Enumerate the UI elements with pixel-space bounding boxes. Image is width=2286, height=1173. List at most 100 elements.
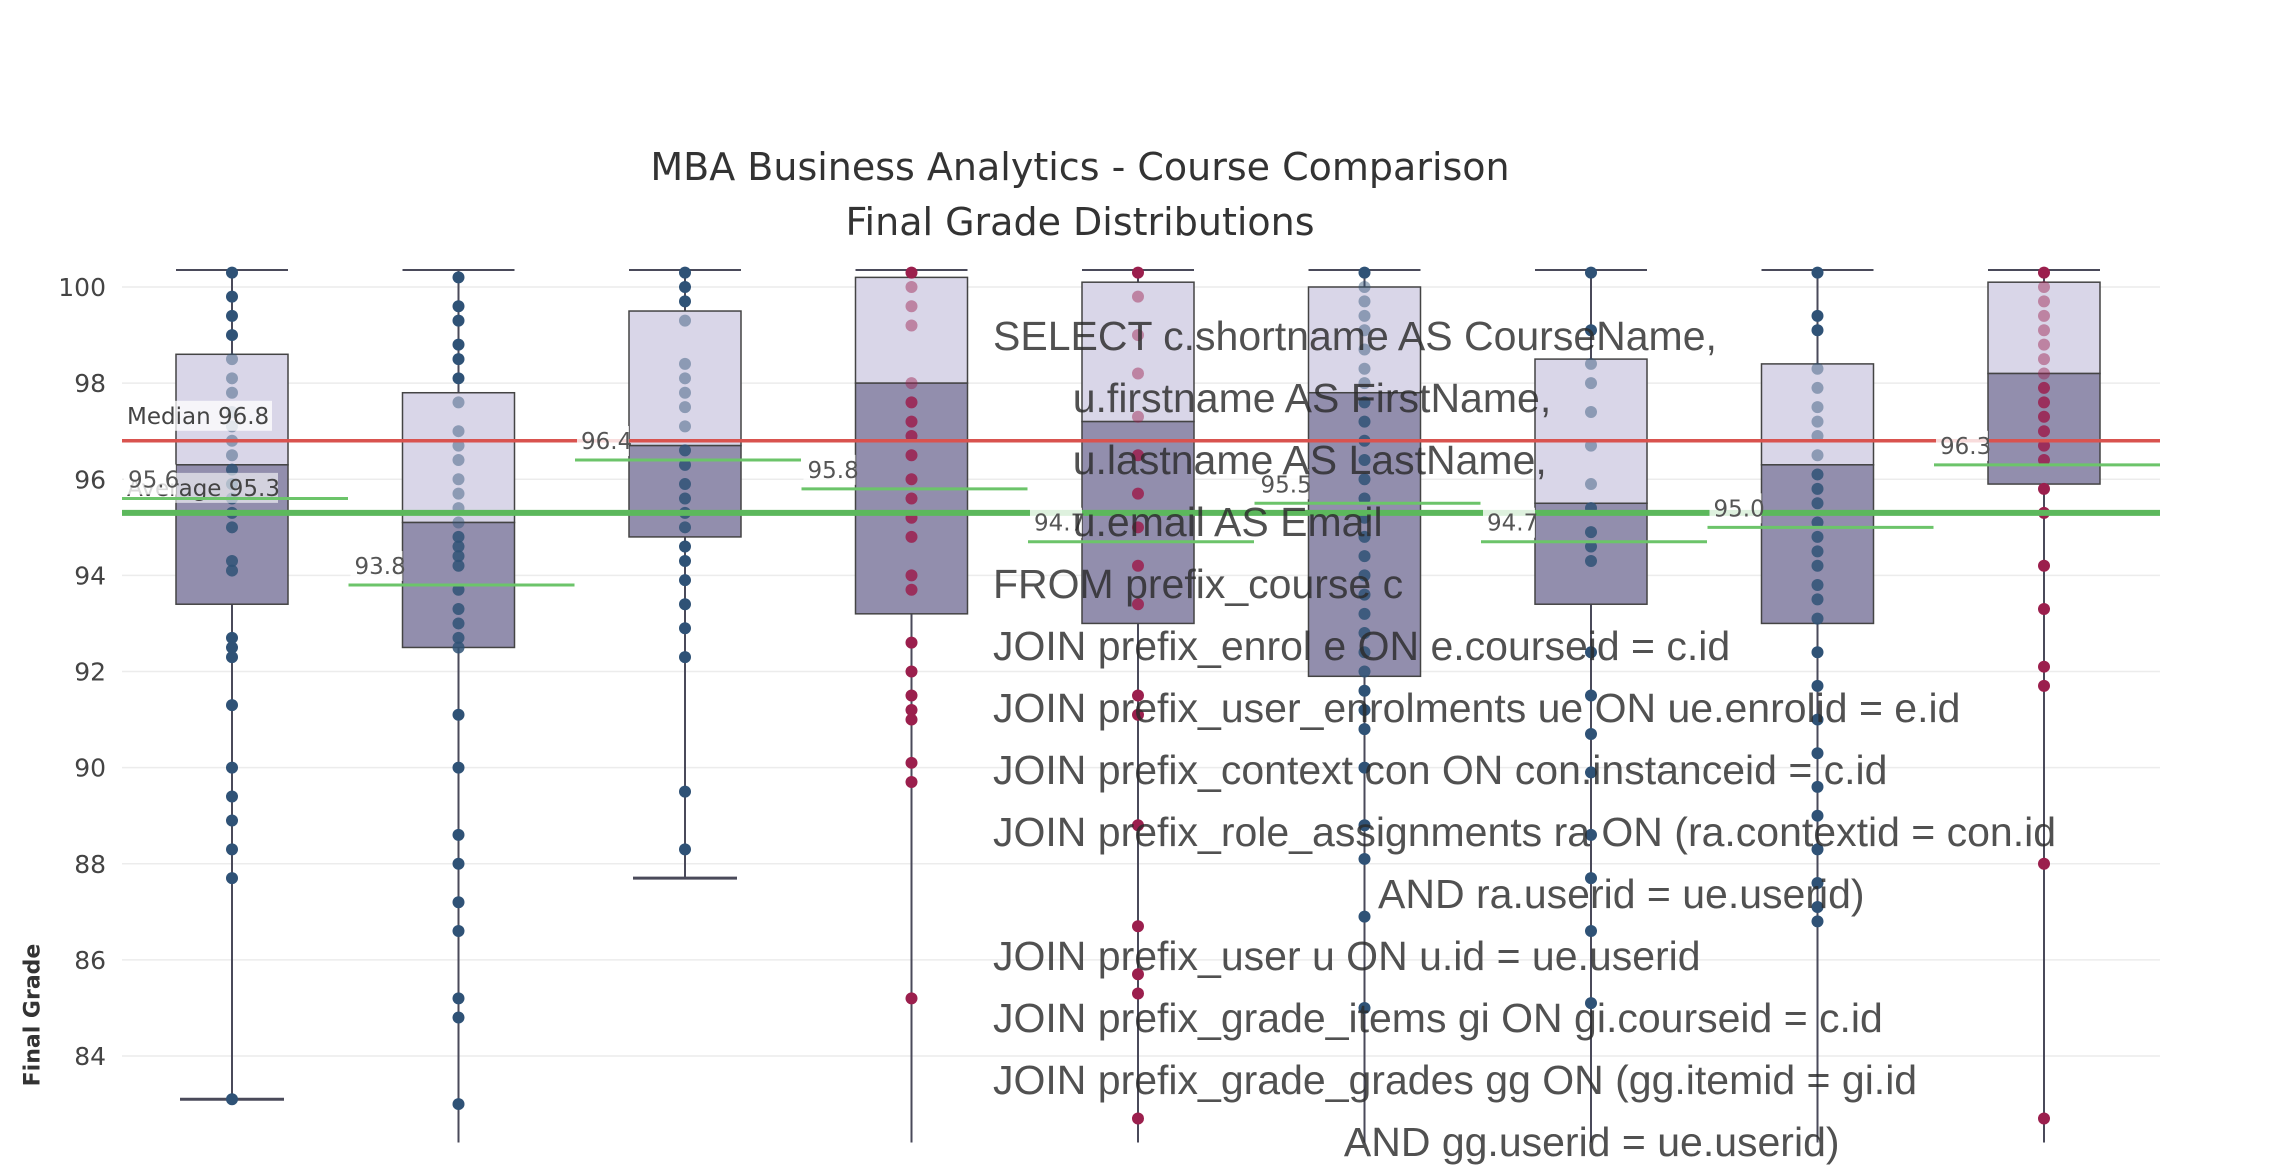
y-tick-label: 96 <box>74 465 106 494</box>
data-point <box>1358 266 1371 279</box>
y-axis-label: Final Grade <box>20 943 46 1087</box>
data-point <box>1585 357 1597 370</box>
course-mean-label: 95.6 <box>124 464 179 495</box>
data-point <box>2038 1112 2050 1125</box>
data-point <box>1358 684 1371 697</box>
box-upper <box>1307 286 1422 394</box>
course-box-4 <box>854 266 969 1143</box>
y-tick-label: 92 <box>74 658 106 687</box>
mean-label-text: 95.0 <box>1714 496 1765 522</box>
data-point <box>2038 559 2050 572</box>
mean-label-bg <box>124 464 176 495</box>
course-box-5 <box>1081 266 1195 1143</box>
data-point <box>1358 1001 1371 1014</box>
data-point <box>452 314 465 327</box>
data-point <box>1585 439 1597 452</box>
data-point <box>1358 569 1371 582</box>
data-point <box>1132 819 1144 832</box>
data-point <box>452 516 465 529</box>
data-point <box>1132 689 1144 702</box>
data-point <box>226 329 238 342</box>
data-point <box>1132 329 1144 342</box>
mean-label-text: 96.3 <box>1940 434 1991 460</box>
mean-label-bg <box>803 454 856 485</box>
data-point <box>1358 473 1371 486</box>
data-point <box>1132 559 1144 572</box>
data-point <box>2038 381 2050 394</box>
data-point <box>1358 396 1371 409</box>
data-point <box>1585 689 1597 702</box>
data-point <box>1132 708 1144 721</box>
data-point <box>1358 665 1371 678</box>
data-point <box>1811 468 1824 481</box>
data-point <box>1585 646 1597 659</box>
mean-label-text: 95.5 <box>1261 472 1312 498</box>
data-point <box>679 357 691 370</box>
data-point <box>452 439 465 452</box>
data-point <box>226 449 238 462</box>
data-point <box>1358 362 1371 375</box>
mean-label-bg <box>1709 493 1762 524</box>
median-label-bg <box>124 400 272 431</box>
course-boxes <box>175 266 2101 1143</box>
data-point <box>1811 482 1824 495</box>
data-point <box>226 266 238 279</box>
course-mean-label: 96.4 <box>577 426 632 457</box>
data-point <box>452 425 465 438</box>
data-point <box>2038 425 2050 438</box>
data-point <box>1811 545 1824 558</box>
data-point <box>1811 559 1824 572</box>
data-point <box>2038 482 2050 495</box>
data-point <box>2038 324 2050 337</box>
data-point <box>226 521 238 534</box>
data-point <box>1358 343 1371 356</box>
data-point <box>1132 487 1144 500</box>
data-point <box>1811 612 1824 625</box>
data-point <box>452 708 465 721</box>
data-point <box>226 814 238 827</box>
data-point <box>1811 530 1824 543</box>
data-point <box>452 271 465 284</box>
data-point <box>905 569 918 582</box>
mean-label-bg <box>1936 430 1988 461</box>
data-point <box>2038 338 2050 351</box>
data-point <box>1358 761 1371 774</box>
data-point <box>226 309 238 322</box>
data-point <box>1811 309 1824 322</box>
data-point <box>452 992 465 1005</box>
data-point <box>1585 405 1597 418</box>
data-point <box>679 314 691 327</box>
data-point <box>679 622 691 635</box>
data-point <box>452 583 465 596</box>
box-upper <box>1081 281 1195 423</box>
data-point <box>679 478 691 491</box>
y-tick-label: 100 <box>58 273 106 302</box>
data-point <box>1811 429 1824 442</box>
data-point <box>1358 646 1371 659</box>
data-point <box>1811 915 1824 928</box>
data-point <box>1585 377 1597 390</box>
data-point <box>1811 415 1824 428</box>
data-point <box>679 372 691 385</box>
data-point <box>452 761 465 774</box>
data-point <box>1358 309 1371 322</box>
data-point <box>1811 381 1824 394</box>
course-mean-label: 94.7 <box>1030 507 1085 538</box>
data-point <box>679 843 691 856</box>
data-point <box>1811 401 1824 414</box>
data-point <box>226 651 238 664</box>
data-point <box>1132 367 1144 380</box>
box-upper <box>1534 358 1648 505</box>
data-point <box>452 338 465 351</box>
data-point <box>1585 828 1597 841</box>
course-mean-label: 93.8 <box>350 550 406 581</box>
data-point <box>1811 679 1824 692</box>
data-point <box>1358 852 1371 865</box>
data-point <box>1811 646 1824 659</box>
data-point <box>1358 550 1371 563</box>
mean-label-bg <box>1483 507 1535 538</box>
data-point <box>1358 530 1371 543</box>
data-point <box>1132 987 1144 1000</box>
data-point <box>2038 309 2050 322</box>
data-point <box>1358 295 1371 308</box>
